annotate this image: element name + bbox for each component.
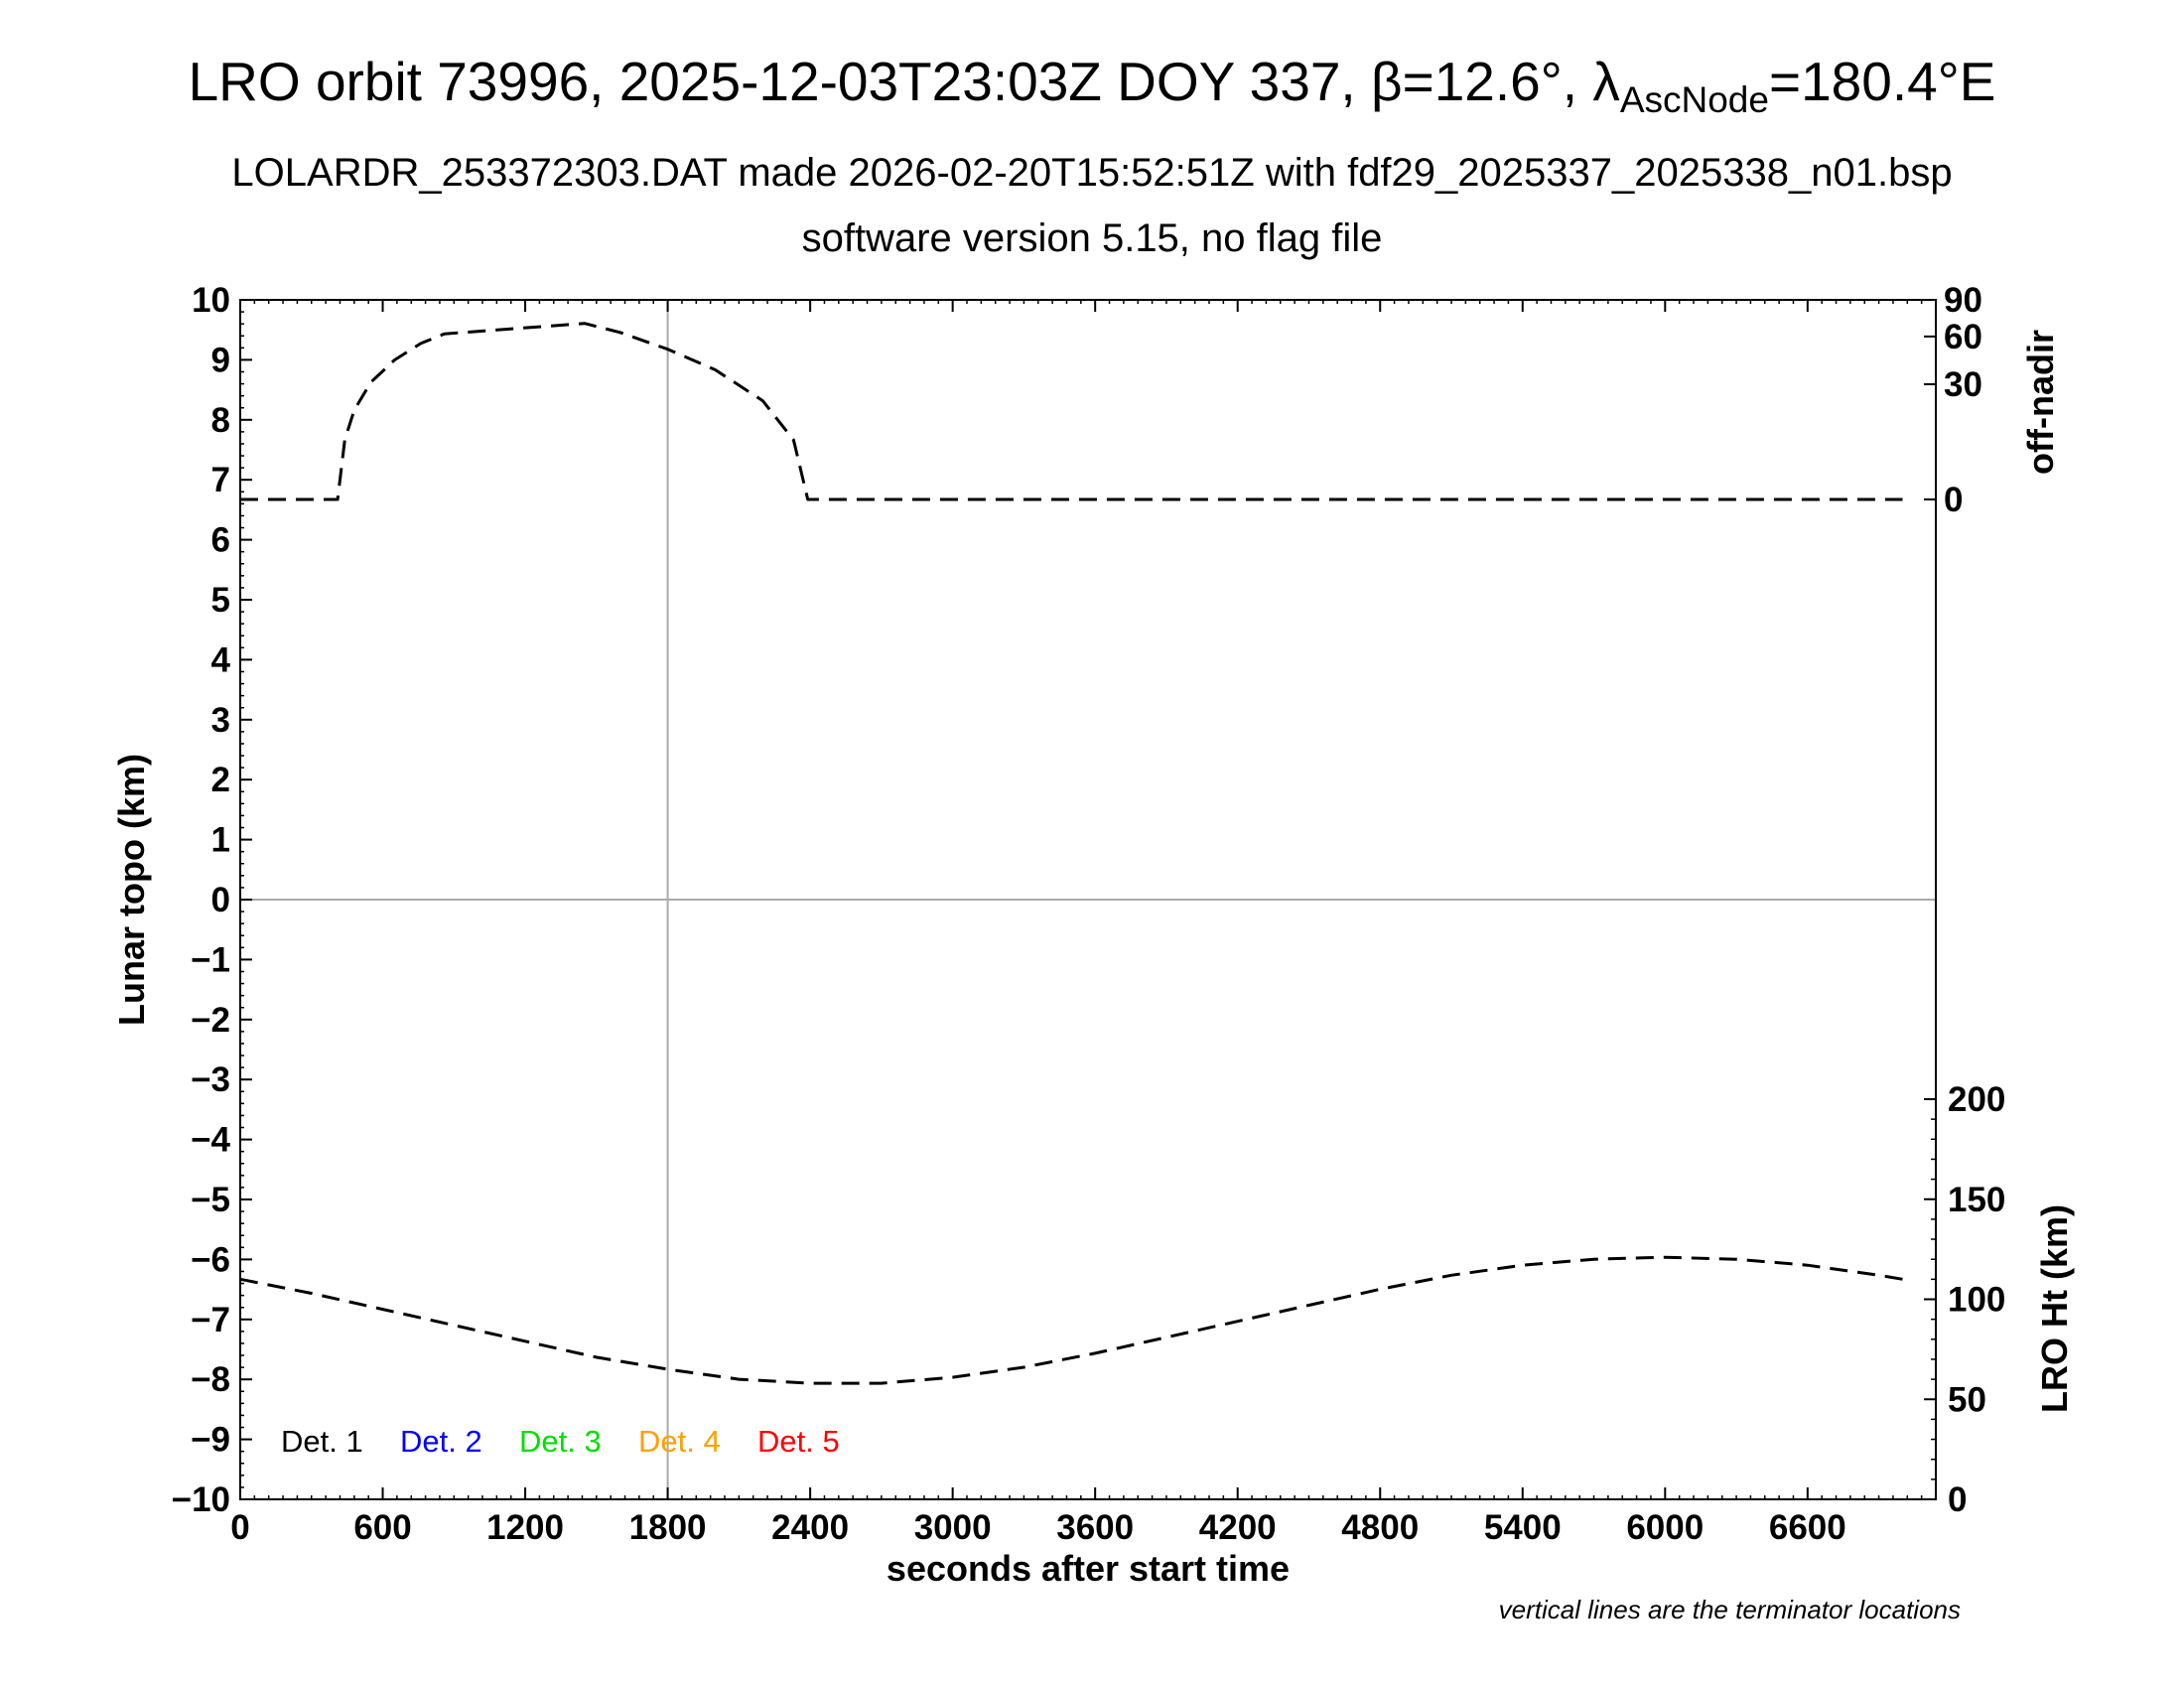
chart-title: LRO orbit 73996, 2025-12-03T23:03Z DOY 3… [0,50,2184,121]
x-tick-label: 1200 [486,1508,564,1547]
ht-tick-label: 50 [1948,1380,1986,1419]
off-nadir-tick-label: 60 [1944,318,1982,356]
x-tick-label: 1800 [629,1508,707,1547]
y-tick-label: 3 [211,701,230,740]
chart-subtitle-file: LOLARDR_253372303.DAT made 2026-02-20T15… [231,151,1953,195]
y-tick-label: −3 [191,1060,230,1099]
legend-entry: Det. 4 [638,1424,721,1459]
x-tick-label: 4200 [1199,1508,1277,1547]
y-tick-label: −5 [191,1181,230,1219]
x-axis-title: seconds after start time [887,1548,1290,1589]
y-tick-label: 7 [211,461,230,499]
y-tick-label: 6 [211,521,230,560]
y-tick-label: −1 [191,940,230,979]
ht-tick-label: 0 [1948,1480,1967,1519]
y-axis-title-left: Lunar topo (km) [111,754,152,1026]
chart-subtitle-version: software version 5.15, no flag file [801,216,1383,260]
x-tick-label: 2400 [771,1508,849,1547]
x-tick-label: 0 [230,1508,249,1547]
y-tick-label: 8 [211,401,230,440]
y-tick-label: −7 [191,1301,230,1339]
x-tick-label: 6600 [1769,1508,1846,1547]
y-tick-label: −6 [191,1240,230,1279]
x-tick-label: 5400 [1484,1508,1562,1547]
off-nadir-tick-label: 0 [1944,481,1963,519]
off-nadir-tick-label: 90 [1944,281,1982,320]
x-tick-label: 3600 [1056,1508,1134,1547]
legend-entry: Det. 5 [757,1424,840,1459]
x-tick-label: 6000 [1626,1508,1704,1547]
y-tick-label: 0 [211,881,230,919]
y-axis-title-off-nadir: off-nadir [2020,330,2061,475]
off-nadir-tick-label: 30 [1944,365,1982,404]
y-tick-label: 5 [211,581,230,620]
lro-height-series-line [239,1255,1903,1385]
y-tick-label: −10 [172,1480,230,1519]
y-tick-label: 2 [211,761,230,799]
ht-tick-label: 150 [1948,1181,2005,1219]
legend-entry: Det. 2 [400,1424,482,1459]
y-tick-label: 9 [211,341,230,379]
ht-tick-label: 200 [1948,1080,2005,1119]
chart-title-suffix: =180.4°E [1768,51,1996,112]
terminator-footnote: vertical lines are the terminator locati… [1499,1595,1961,1624]
y-tick-label: −9 [191,1421,230,1460]
y-axis-title-lro-height: LRO Ht (km) [2034,1204,2075,1413]
y-tick-label: 10 [192,281,230,320]
y-tick-label: −2 [191,1001,230,1040]
x-tick-label: 4800 [1341,1508,1419,1547]
chart-title-main: LRO orbit 73996, 2025-12-03T23:03Z DOY 3… [188,51,1620,112]
y-tick-label: −4 [191,1121,230,1160]
legend-entry: Det. 1 [281,1424,363,1459]
y-tick-label: 1 [211,821,230,860]
x-tick-label: 3000 [914,1508,992,1547]
x-tick-label: 600 [353,1508,411,1547]
chart-title-subscript: AscNode [1619,79,1769,120]
legend-entry: Det. 3 [519,1424,602,1459]
y-tick-label: −8 [191,1360,230,1399]
off-nadir-series-line [240,322,1903,501]
y-tick-label: 4 [211,640,231,679]
ht-tick-label: 100 [1948,1281,2005,1320]
